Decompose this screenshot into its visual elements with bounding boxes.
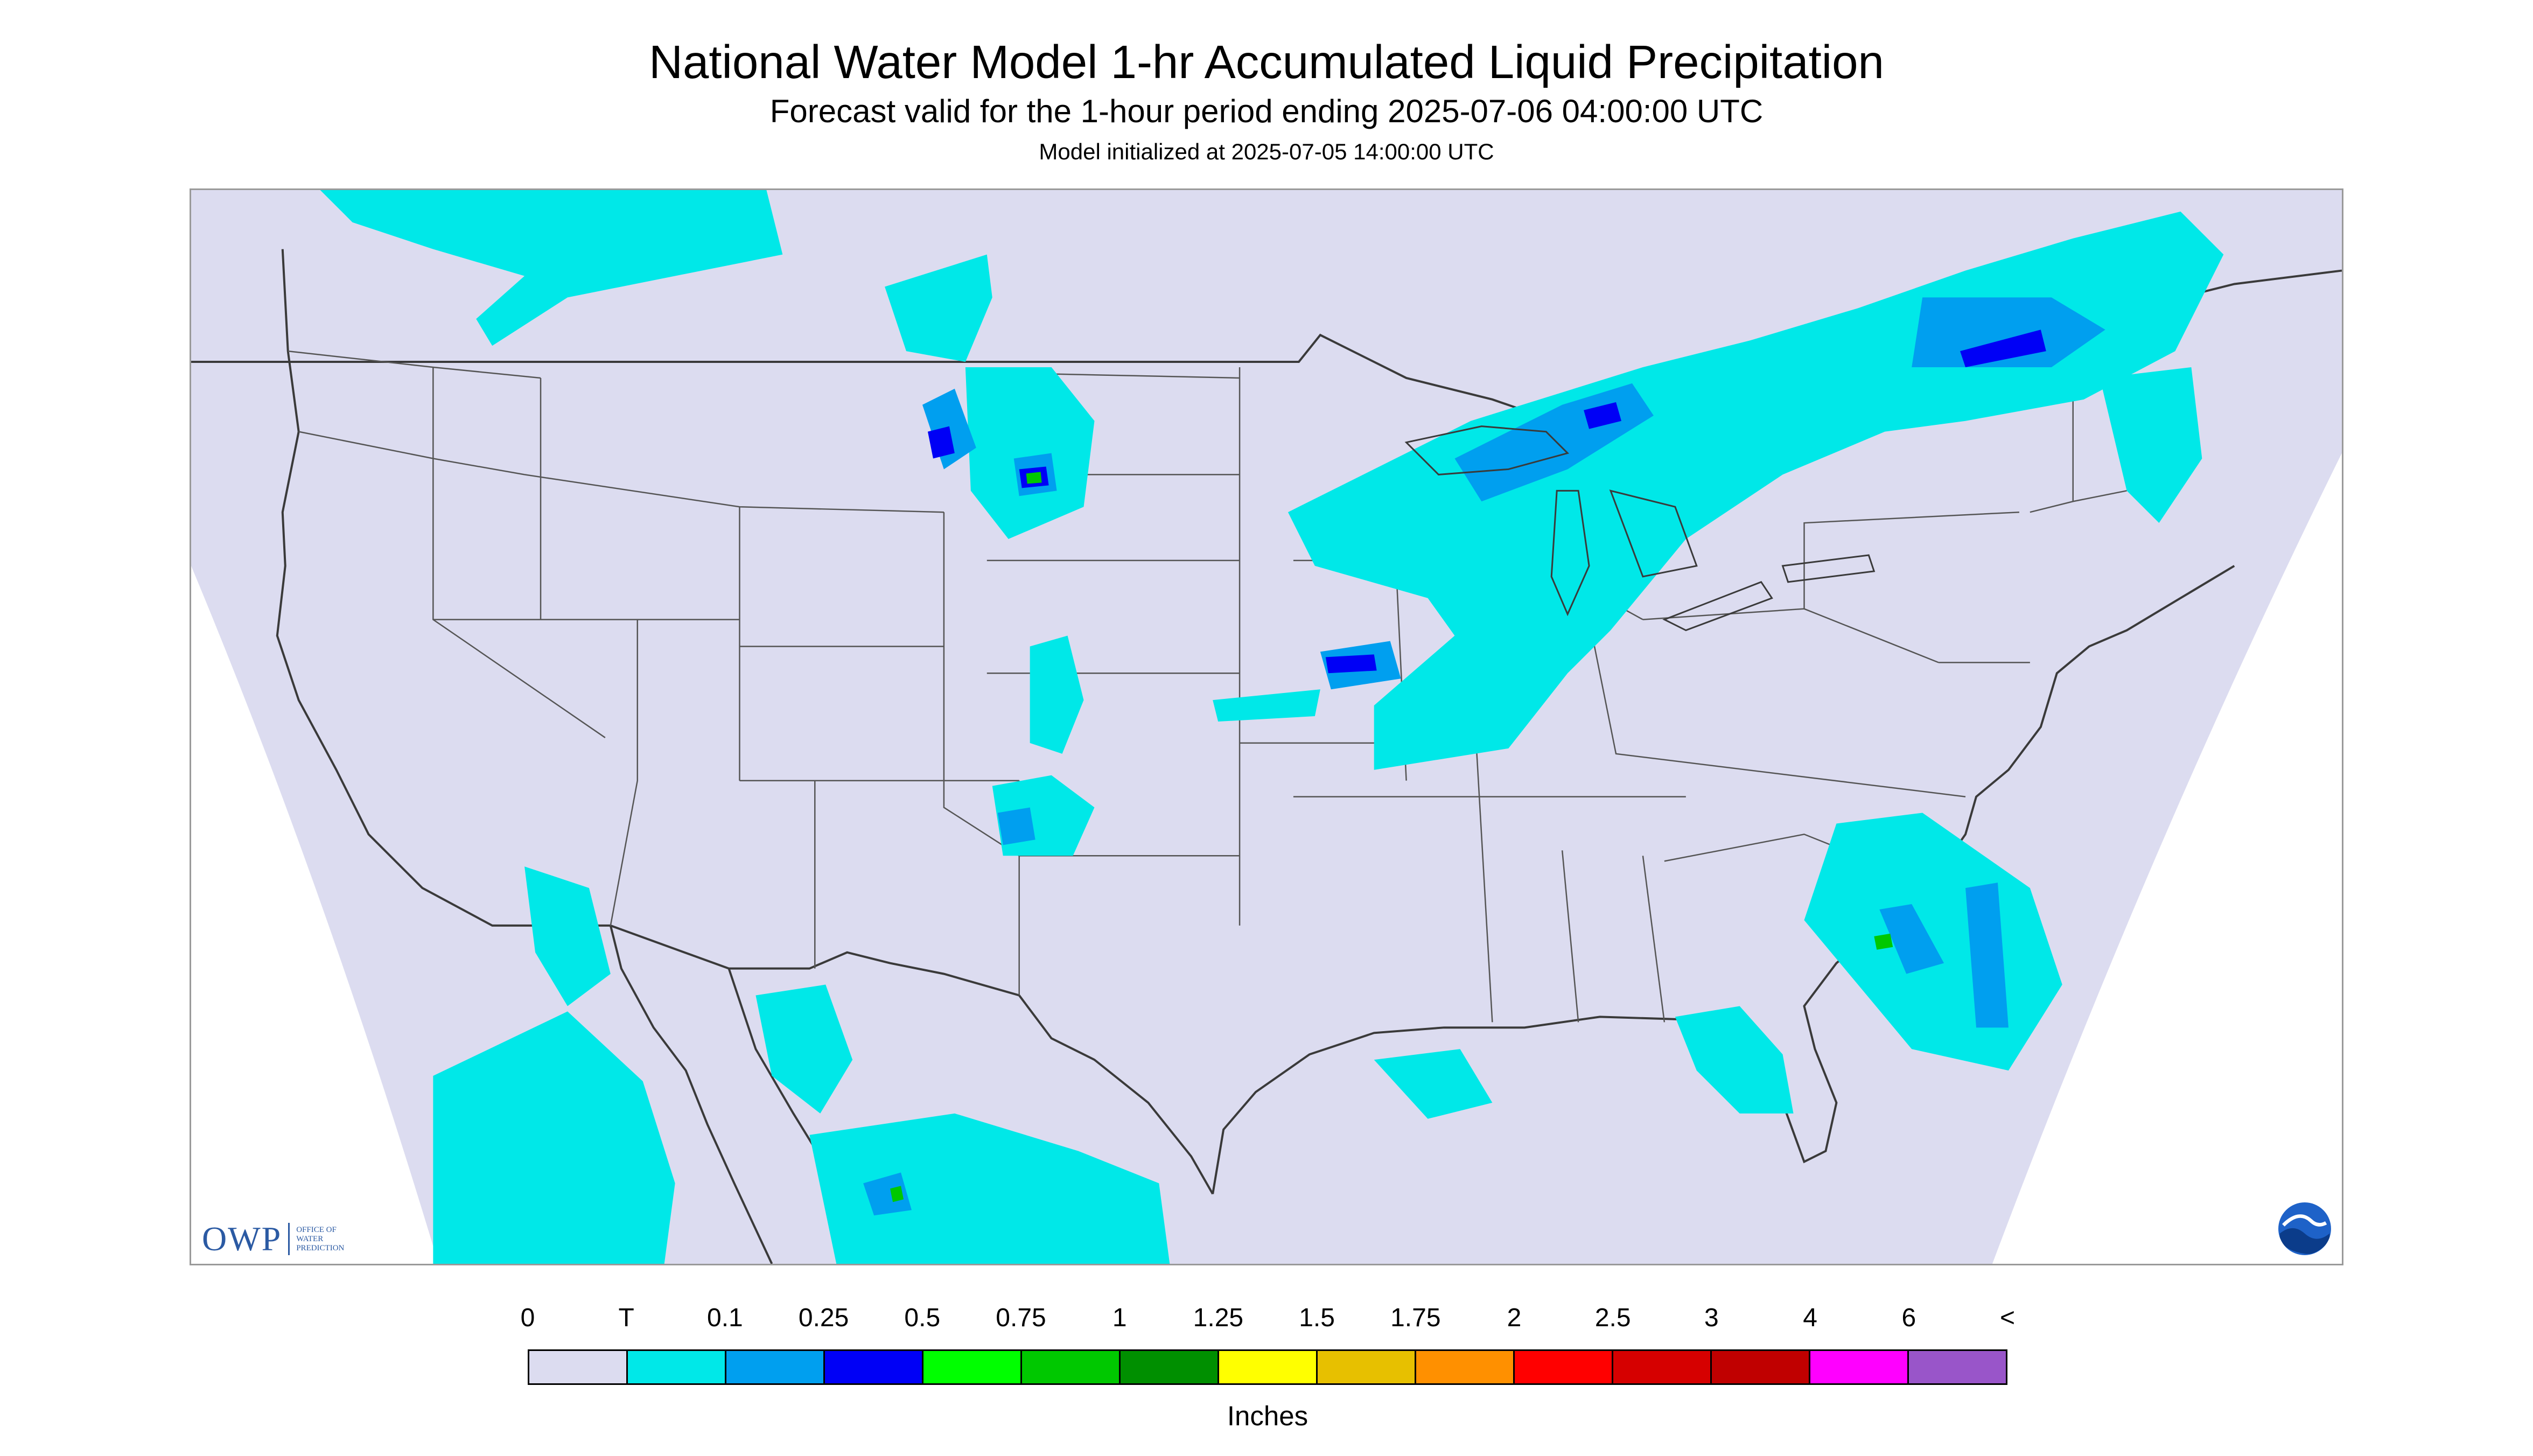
owp-logo-text: OFFICE OF WATER PREDICTION	[296, 1225, 345, 1252]
legend-swatch	[1909, 1351, 2006, 1383]
legend-tick-label: 2.5	[1594, 1304, 1631, 1332]
legend-swatch	[1318, 1351, 1416, 1383]
legend-tick-label: 0.5	[904, 1304, 941, 1332]
great-lakes	[1404, 425, 1876, 632]
legend-tick-label: <	[1999, 1304, 2016, 1332]
lake-superior	[1404, 425, 1570, 475]
baja-coast	[609, 925, 773, 1264]
owp-logo-divider	[288, 1223, 290, 1255]
legend-tick-label: 0	[520, 1304, 535, 1332]
legend-swatch	[923, 1351, 1022, 1383]
legend-swatch	[1022, 1351, 1121, 1383]
precipitation-areas	[320, 190, 2224, 1264]
legend-tick-label: 1.25	[1193, 1304, 1244, 1332]
legend-swatch	[1810, 1351, 1909, 1383]
legend-swatch	[529, 1351, 628, 1383]
precip-trace-areas	[320, 190, 2224, 1264]
legend-swatch	[726, 1351, 825, 1383]
legend-swatch	[1613, 1351, 1712, 1383]
legend-swatch	[628, 1351, 726, 1383]
owp-logo-letters: OWP	[202, 1220, 282, 1258]
legend-swatch	[1515, 1351, 1613, 1383]
legend-swatch	[825, 1351, 923, 1383]
legend-tick-label: 1	[1112, 1304, 1127, 1332]
precip-heavy-areas	[890, 472, 1893, 1202]
us-mexico-border	[610, 925, 1214, 1195]
legend-swatch	[1219, 1351, 1318, 1383]
legend-tick-label: 0.1	[707, 1304, 743, 1332]
lake-huron	[1609, 489, 1698, 578]
gulf-coast	[1212, 565, 2235, 1194]
precip-light-areas	[863, 297, 2105, 1216]
legend-tick-label: 1.5	[1299, 1304, 1335, 1332]
legend-color-bar	[528, 1349, 2007, 1385]
legend-tick-label: 4	[1803, 1304, 1817, 1332]
legend-tick-label: 0.25	[798, 1304, 849, 1332]
noaa-emblem-icon	[2276, 1200, 2333, 1257]
forecast-valid-subtitle: Forecast valid for the 1-hour period end…	[769, 93, 1764, 129]
map-canvas	[191, 190, 2342, 1264]
legend-swatch	[1712, 1351, 1810, 1383]
map-title: National Water Model 1-hr Accumulated Li…	[649, 36, 1884, 88]
pacific-coast	[276, 249, 611, 927]
model-initialized-line: Model initialized at 2025-07-05 14:00:00…	[1039, 139, 1494, 164]
legend-tick-label: 6	[1901, 1304, 1916, 1332]
color-legend: 0 T 0.1 0.25 0.5 0.75 1 1.25 1.5 1.75 2 2.5 3 4 6 < Inc…	[521, 1292, 2015, 1432]
legend-units-label: Inches	[1227, 1401, 1309, 1431]
legend-tick-label: 3	[1704, 1304, 1719, 1332]
legend-tick-label: 0.75	[996, 1304, 1046, 1332]
lake-erie	[1662, 580, 1773, 632]
precipitation-map: OWP OFFICE OF WATER PREDICTION	[190, 188, 2343, 1265]
lake-ontario	[1781, 554, 1876, 583]
legend-tick-label: T	[618, 1304, 634, 1332]
legend-tick-label: 1.75	[1390, 1304, 1441, 1332]
legend-tick-label: 2	[1507, 1304, 1522, 1332]
legend-swatch	[1416, 1351, 1515, 1383]
owp-logo: OWP OFFICE OF WATER PREDICTION	[202, 1222, 344, 1256]
lake-michigan	[1550, 489, 1590, 617]
legend-swatch	[1121, 1351, 1219, 1383]
